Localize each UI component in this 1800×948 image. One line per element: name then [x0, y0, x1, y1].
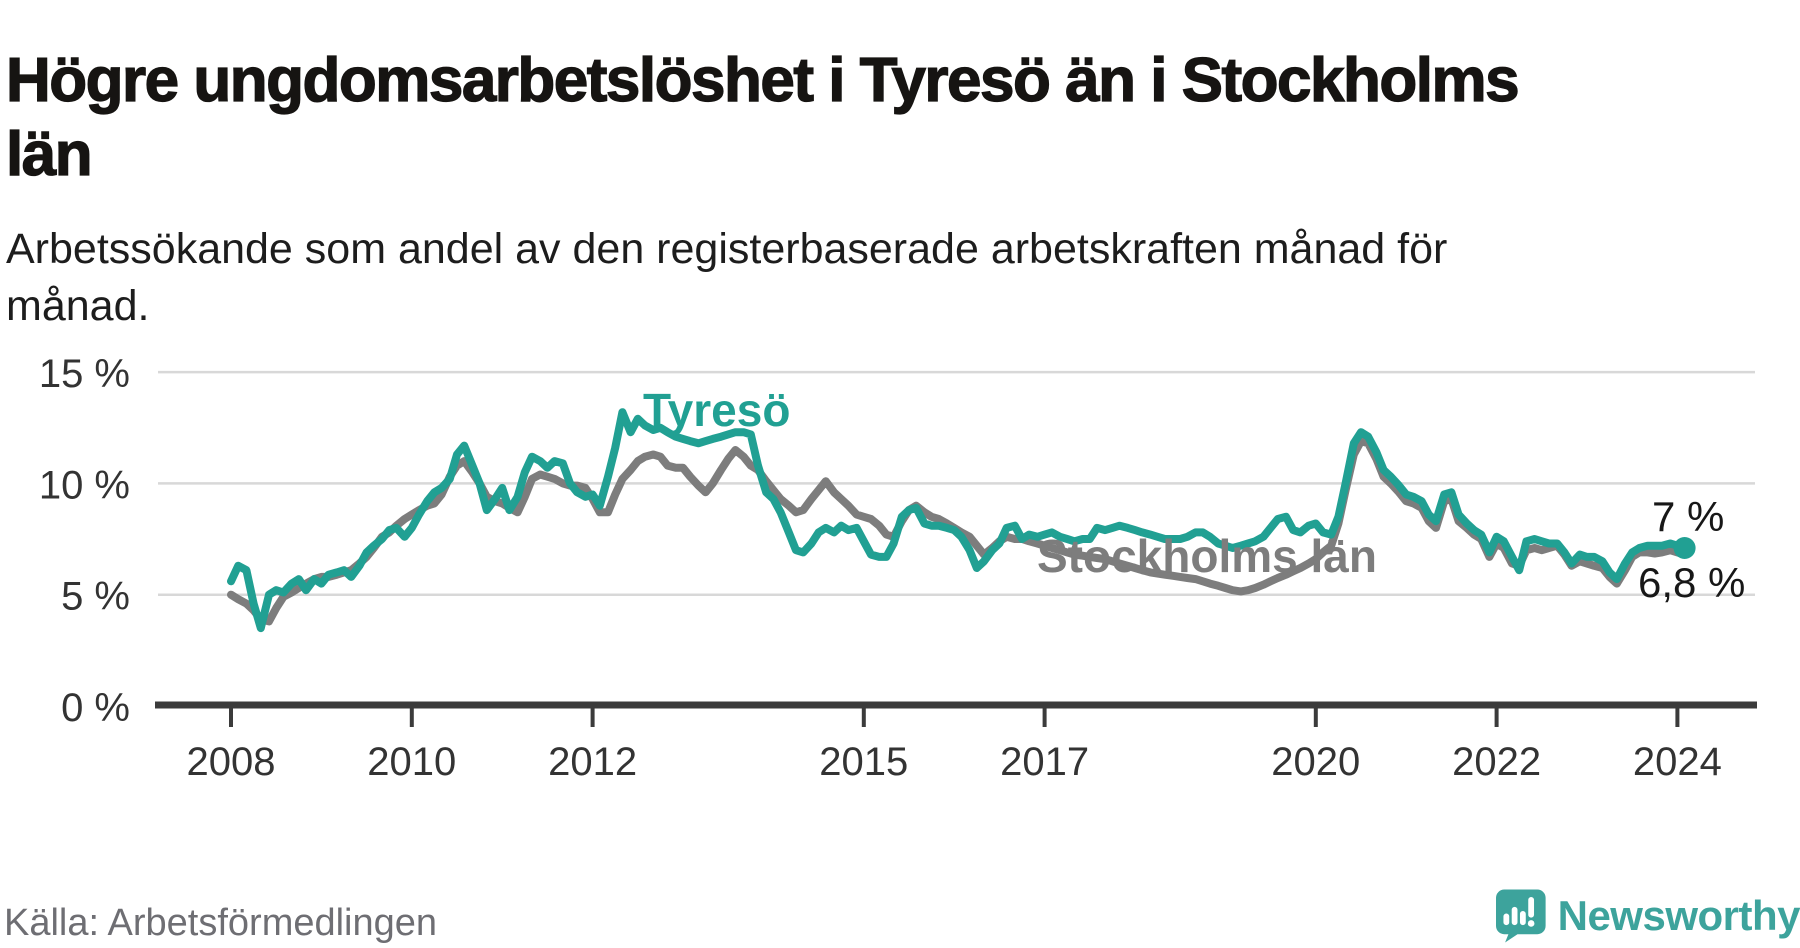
page-title: Högre ungdomsarbetslöshet i Tyresö än i … [5, 45, 1520, 190]
exclamation-bar [1528, 896, 1535, 918]
x-axis-tick-labels: 2008 2010 2012 2015 2017 2020 2022 2024 [187, 740, 1722, 784]
y-axis-tick-labels: 15 % 10 % 5 % 0 % [39, 352, 130, 730]
x-tick-label: 2008 [187, 740, 276, 784]
series-label-tyreso: Tyresö [643, 384, 790, 436]
x-tick-label: 2015 [819, 740, 908, 784]
series-line-tyreso [227, 408, 1689, 633]
newsworthy-brand: Newsworthy [1496, 884, 1800, 948]
x-tick-label: 2017 [1000, 740, 1089, 784]
x-axis-ticks [229, 708, 1680, 727]
series-end-dot [1673, 537, 1696, 559]
x-tick-label: 2024 [1633, 740, 1722, 784]
brand-name: Newsworthy [1557, 892, 1800, 939]
y-tick-label: 0 % [61, 686, 130, 730]
y-tick-label: 5 % [61, 575, 130, 619]
end-value-label-tyreso: 7 % [1652, 493, 1724, 540]
series-label-stockholms-lan: Stockholms län [1037, 530, 1377, 582]
source-note: Källa: Arbetsförmedlingen [4, 902, 438, 944]
end-value-label-stockholms-lan: 6,8 % [1638, 559, 1745, 606]
y-tick-label: 15 % [39, 352, 130, 396]
y-gridlines [158, 370, 1755, 596]
x-tick-label: 2012 [548, 740, 637, 784]
exclamation-dot [1527, 920, 1535, 927]
chart-subtitle: Arbetssökande som andel av den registerb… [6, 225, 1448, 330]
newsworthy-logo-icon [1496, 889, 1546, 943]
y-tick-label: 10 % [39, 463, 130, 507]
x-tick-label: 2022 [1452, 740, 1541, 784]
x-tick-label: 2020 [1271, 740, 1360, 784]
x-tick-label: 2010 [367, 740, 456, 784]
bar-chart-glyph [1503, 896, 1535, 927]
